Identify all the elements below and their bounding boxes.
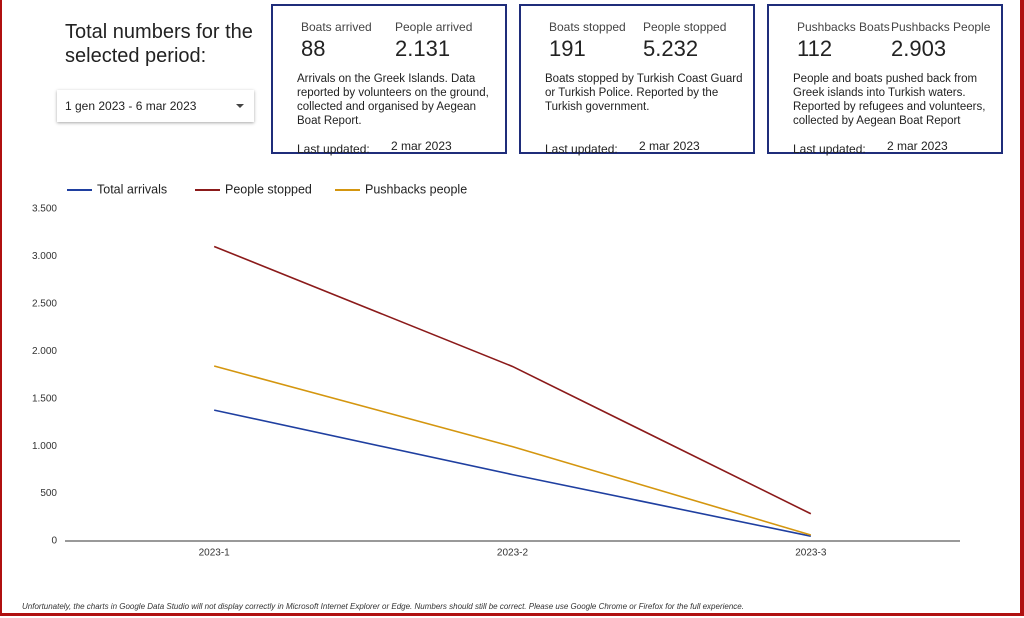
legend-label: People stopped (225, 182, 312, 196)
y-tick-label: 1.500 (32, 393, 57, 404)
stat-label: Boats arrived (301, 20, 372, 34)
series-line (213, 365, 812, 536)
legend-label: Pushbacks people (365, 182, 467, 196)
series-line (213, 245, 812, 515)
legend-label: Total arrivals (97, 182, 167, 196)
info-card: Boats arrived 88 People arrived 2.131 Arriva… (271, 4, 507, 156)
stat-label: Boats stopped (549, 20, 626, 34)
y-tick-label: 0 (51, 536, 57, 547)
stat-label: Pushbacks People (891, 20, 991, 34)
footer-note: Unfortunately, the charts in Google Data… (22, 602, 744, 611)
title: Total numbers for the selected period: (65, 21, 253, 67)
stat-value: 5.232 (643, 36, 699, 61)
y-tick-label: 500 (40, 488, 57, 499)
stat: Pushbacks Boats 112 (797, 20, 890, 62)
stat-label: People arrived (395, 20, 473, 34)
x-tick-label: 2023-2 (497, 548, 529, 559)
updated-label: Last updated: (297, 142, 370, 156)
stat: People arrived 2.131 (395, 20, 472, 62)
y-tick-label: 3.500 (32, 204, 57, 215)
x-tick-label: 2023-3 (795, 548, 827, 559)
chart: 0 500 1.000 1.500 2.000 2.500 3.000 3.500 2023-1… (32, 182, 960, 559)
updated-date: 2 mar 2023 (639, 139, 700, 153)
card-description: Boats stopped by Turkish Coast Guard or … (545, 73, 743, 113)
updated-label: Last updated: (545, 142, 618, 156)
stat-value: 2.131 (395, 36, 451, 61)
x-tick-label: 2023-1 (199, 548, 231, 559)
y-tick-label: 2.500 (32, 298, 57, 309)
date-range: 1 gen 2023 - 6 mar 2023 (65, 99, 197, 113)
stat: Pushbacks People 2.903 (891, 20, 990, 62)
stat: People stopped 5.232 (643, 20, 726, 62)
y-tick-label: 2.000 (32, 346, 57, 357)
stat-value: 112 (797, 36, 833, 61)
updated-date: 2 mar 2023 (887, 139, 948, 153)
date-selector[interactable]: 1 gen 2023 - 6 mar 2023 (57, 90, 254, 122)
stat: Boats arrived 88 (301, 20, 372, 62)
stat-value: 191 (549, 36, 586, 61)
stat-value: 2.903 (891, 36, 947, 61)
stat-label: People stopped (643, 20, 727, 34)
stat: Boats stopped 191 (549, 20, 626, 62)
info-card: Boats stopped 191 People stopped 5.232 Boats… (519, 4, 755, 156)
info-card: Pushbacks Boats 112 Pushbacks People 2.903 P… (767, 4, 1003, 156)
dropdown-arrow (236, 104, 244, 108)
y-tick-label: 3.000 (32, 251, 57, 262)
y-tick-label: 1.000 (32, 441, 57, 452)
updated-date: 2 mar 2023 (391, 139, 452, 153)
card-description: Arrivals on the Greek Islands. Data repo… (297, 73, 489, 127)
stat-value: 88 (301, 36, 326, 61)
updated-label: Last updated: (793, 142, 866, 156)
stat-label: Pushbacks Boats (797, 20, 890, 34)
card-description: People and boats pushed back from Greek … (793, 73, 986, 127)
series-line (213, 409, 811, 537)
